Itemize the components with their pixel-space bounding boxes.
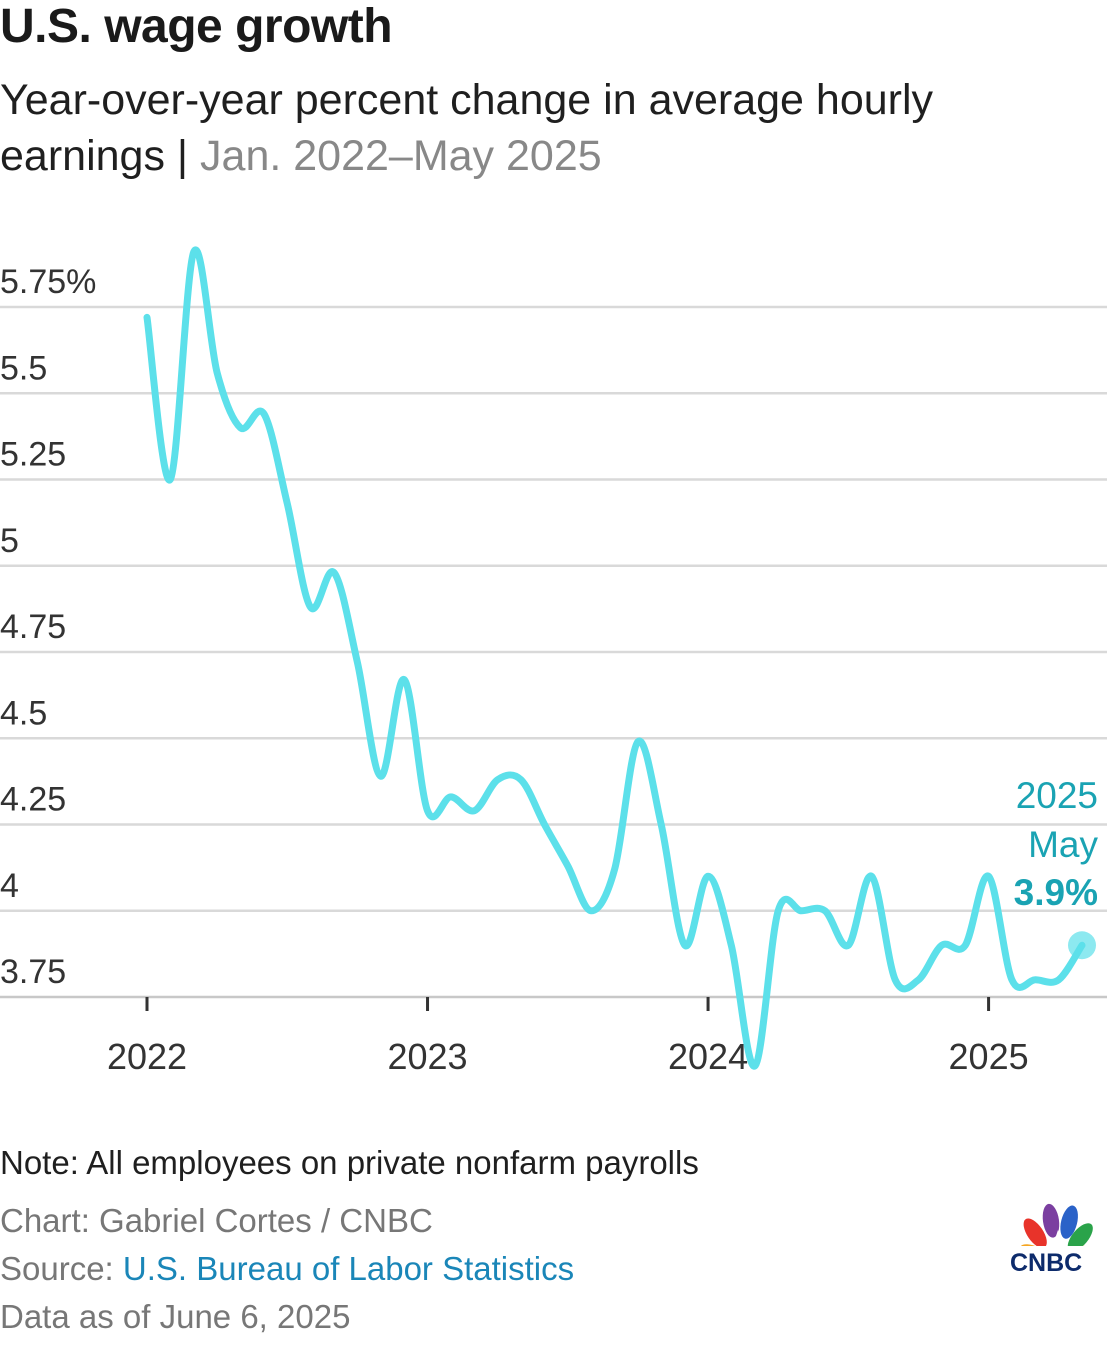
- source-link[interactable]: U.S. Bureau of Labor Statistics: [122, 1250, 575, 1287]
- subtitle-main: Year-over-year percent change in average…: [0, 76, 934, 180]
- y-tick-label: 3.75: [0, 953, 66, 991]
- x-tick-label: 2023: [387, 1036, 467, 1077]
- source-label: Source:: [0, 1250, 123, 1287]
- x-tick-label: 2022: [107, 1036, 187, 1077]
- x-tick-label: 2024: [668, 1036, 748, 1077]
- annotation-month: May: [1028, 824, 1098, 865]
- series-layer: [143, 246, 1096, 1070]
- last-point-marker: [1068, 931, 1096, 960]
- y-tick-label: 4: [0, 867, 19, 905]
- source-line: Source: U.S. Bureau of Labor Statistics: [0, 1250, 574, 1288]
- note-text: Note: All employees on private nonfarm p…: [0, 1144, 699, 1181]
- peacock-icon: [1019, 1203, 1093, 1266]
- series-line: [143, 246, 1086, 1070]
- logo-text: CNBC: [1010, 1249, 1083, 1277]
- y-tick-label: 5.5: [0, 349, 47, 387]
- subtitle-separator: |: [164, 132, 201, 180]
- y-tick-label: 4.25: [0, 781, 66, 819]
- gridlines: [0, 305, 1107, 999]
- annotation-value: 3.9%: [1014, 872, 1098, 913]
- y-tick-label: 5: [0, 522, 19, 560]
- y-tick-label: 4.75: [0, 608, 66, 646]
- y-tick-label: 4.5: [0, 694, 47, 732]
- data-date: Data as of June 6, 2025: [0, 1298, 351, 1335]
- y-tick-label: 5.25: [0, 436, 66, 474]
- chart-subtitle: Year-over-year percent change in average…: [0, 72, 1090, 184]
- x-axis: 2022 2023 2024 2025: [107, 997, 1029, 1077]
- x-tick-label: 2025: [949, 1036, 1029, 1077]
- y-axis: 5.75% 5.5 5.25 5 4.75 4.5 4.25 4 3.75: [0, 263, 96, 991]
- chart-credit: Chart: Gabriel Cortes / CNBC: [0, 1202, 433, 1239]
- cnbc-logo: CNBC: [1010, 1198, 1107, 1278]
- annotation: 2025 May 3.9%: [1011, 772, 1102, 916]
- annotation-year: 2025: [1016, 775, 1098, 816]
- y-tick-label: 5.75%: [0, 263, 96, 301]
- subtitle-dates: Jan. 2022–May 2025: [200, 132, 602, 180]
- chart-title: U.S. wage growth: [0, 0, 393, 53]
